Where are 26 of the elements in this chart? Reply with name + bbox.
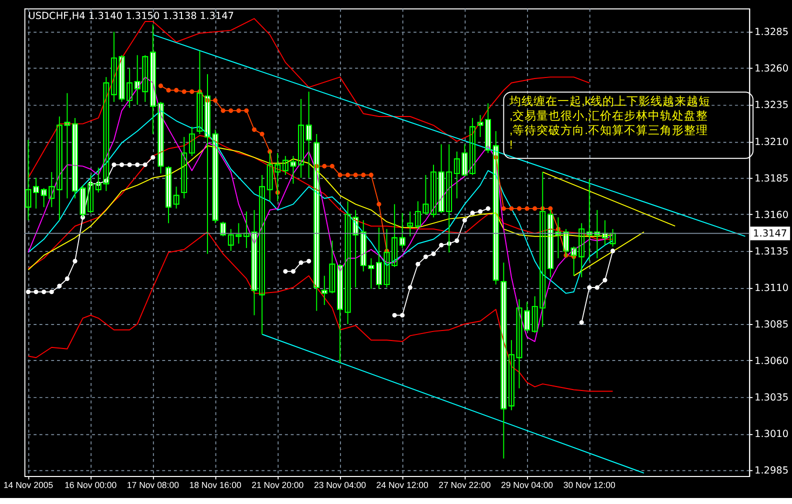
- ref-line-label: 1.3147: [753, 228, 788, 240]
- x-tick-label: 18 Nov 16:00: [189, 480, 242, 490]
- y-tick-label: 1.3160: [754, 210, 789, 221]
- annotation: 均线缠在一起,k线的上下影线越来越短 ,交易量也很小,汇价在步林中轨处盘整 ,等待突破方向.不知算不算三角形整理 !: [508, 94, 711, 152]
- x-tick-label: 14 Nov 2005: [3, 480, 54, 490]
- y-tick-label: 1.3060: [754, 356, 789, 367]
- x-tick-label: 17 Nov 08:00: [126, 480, 180, 490]
- y-tick-label: 1.3085: [754, 319, 789, 330]
- x-tick-label: 16 Nov 00:00: [64, 480, 117, 490]
- x-tick-label: 24 Nov 12:00: [376, 480, 428, 490]
- y-tick-label: 1.3135: [754, 246, 789, 258]
- y-tick-label: 1.3235: [754, 100, 789, 112]
- y-tick-label: 1.3260: [754, 64, 789, 75]
- y-tick-label: 1.3110: [754, 282, 789, 294]
- x-tick-label: 29 Nov 04:00: [500, 480, 554, 490]
- y-tick-label: 1.2985: [754, 466, 789, 477]
- x-tick-label: 23 Nov 04:00: [314, 480, 366, 490]
- y-tick-label: 1.3035: [754, 392, 789, 404]
- x-tick-label: 21 Nov 20:00: [252, 480, 304, 490]
- y-tick-label: 1.3010: [754, 429, 789, 440]
- x-tick-label: 30 Nov 12:00: [563, 480, 616, 490]
- chart-title: USDCHF,H4 1.3140 1.3150 1.3138 1.3147: [28, 11, 234, 22]
- y-tick-label: 1.3210: [754, 136, 789, 148]
- y-tick-label: 1.3185: [754, 173, 789, 184]
- y-tick-label: 1.3285: [754, 27, 789, 38]
- x-tick-label: 27 Nov 22:00: [438, 480, 491, 490]
